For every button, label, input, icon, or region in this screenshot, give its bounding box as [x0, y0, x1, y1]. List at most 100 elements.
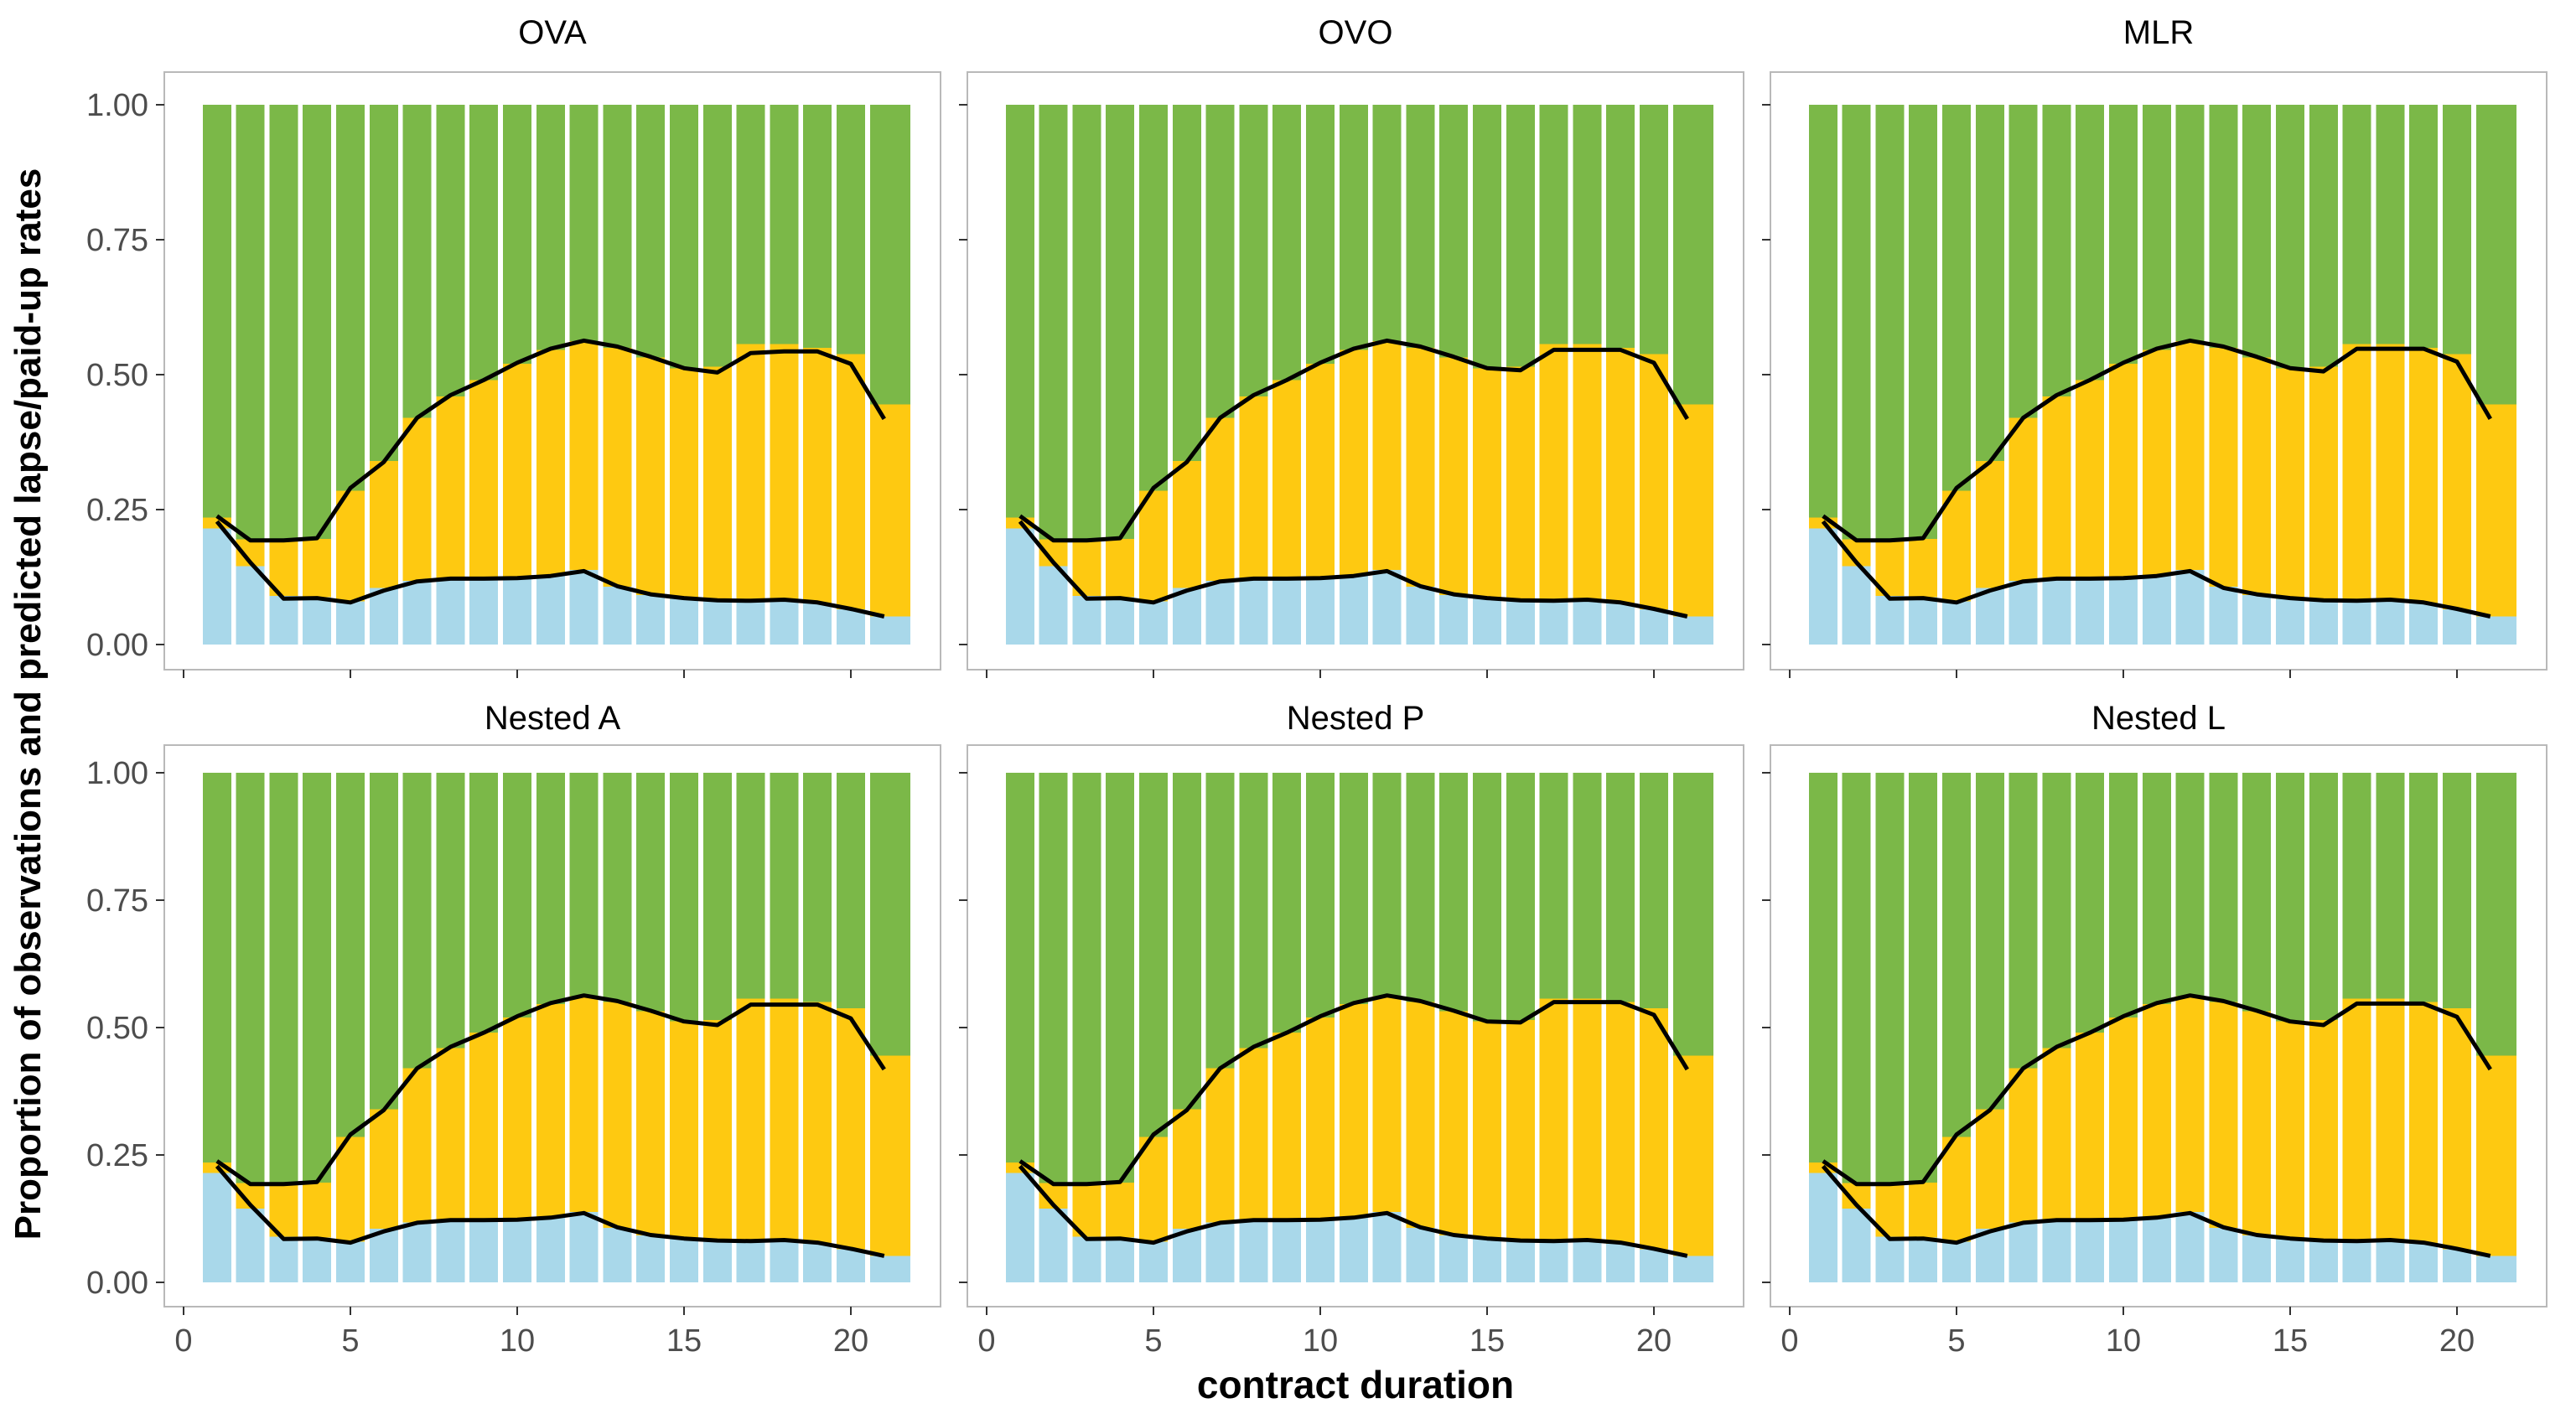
y-tick-label: 0.00 [86, 628, 148, 663]
bar-segment-remaining [1506, 773, 1535, 1020]
bar-segment-paid-up [2409, 603, 2439, 645]
bar-segment-lapse [2475, 1055, 2516, 1256]
bar-segment-paid-up [1072, 1236, 1101, 1282]
panel-title-ovo: OVO [1318, 14, 1393, 51]
bar-segment-paid-up [869, 616, 910, 645]
bar-segment-remaining [770, 105, 799, 344]
bar-segment-lapse [1539, 998, 1568, 1241]
bar-segment-remaining [1573, 773, 1602, 999]
x-tick-label: 15 [2273, 1323, 2308, 1359]
x-tick-label: 20 [833, 1323, 868, 1359]
bar-segment-paid-up [1473, 598, 1501, 645]
bar-segment-remaining [2142, 105, 2171, 350]
bar-segment-lapse [803, 347, 832, 604]
bar-segment-remaining [2409, 105, 2439, 348]
bar-segment-paid-up [1039, 566, 1068, 645]
bar-segment-paid-up [1842, 1208, 1871, 1282]
bar-segment-lapse [1205, 1068, 1235, 1223]
y-tick-label: 1.00 [86, 88, 148, 123]
y-tick-label: 0.00 [86, 1266, 148, 1301]
bar-segment-paid-up [1072, 596, 1101, 645]
bar-segment-paid-up [770, 600, 799, 645]
bar-segment-remaining [303, 773, 332, 1183]
bar-segment-lapse [2376, 344, 2405, 601]
bar-segment-remaining [636, 773, 666, 1012]
bar-segment-remaining [2109, 105, 2138, 365]
bar-segment-paid-up [2342, 600, 2371, 645]
bar-segment-lapse [536, 350, 565, 576]
panel-plot-mlr [1762, 71, 2547, 678]
bar-segment-remaining [1306, 105, 1335, 365]
bar-segment-remaining [1539, 773, 1568, 999]
bar-segment-paid-up [1139, 601, 1168, 645]
bar-segment-paid-up [1172, 1229, 1201, 1282]
bar-segment-paid-up [2042, 578, 2071, 645]
bar-segment-paid-up [1672, 1256, 1713, 1282]
bar-segment-paid-up [1909, 1237, 1938, 1282]
bar-segment-lapse [503, 1017, 531, 1219]
bar-segment-paid-up [1039, 1208, 1068, 1282]
bar-segment-remaining [2376, 105, 2405, 344]
bar-segment-lapse [2409, 347, 2439, 604]
bar-segment-paid-up [603, 587, 632, 645]
bar-segment-remaining [1909, 773, 1938, 1183]
bar-segment-lapse [469, 380, 499, 579]
x-tick-label: 5 [1144, 1323, 1162, 1359]
bar-segment-paid-up [1942, 601, 1971, 645]
predicted-lapse-line [215, 993, 886, 1187]
bar-segment-lapse [1106, 1182, 1135, 1238]
y-tick-label: 1.00 [86, 756, 148, 791]
bar-segment-paid-up [202, 1173, 231, 1282]
bar-segment-paid-up [1640, 1249, 1668, 1282]
bar-segment-lapse [1606, 347, 1635, 604]
bar-segment-paid-up [1808, 1173, 1837, 1282]
bar-segment-remaining [736, 105, 765, 344]
bar-segment-lapse [569, 996, 599, 1213]
bar-segment-paid-up [1272, 578, 1302, 645]
bar-segment-remaining [1942, 773, 1971, 1137]
bar-segment-paid-up [2076, 1219, 2105, 1282]
x-tick-label: 20 [1636, 1323, 1672, 1359]
x-tick-label: 10 [2106, 1323, 2141, 1359]
bar-segment-lapse [1672, 404, 1713, 617]
bar-segment-remaining [1640, 773, 1668, 1008]
y-tick-label: 0.25 [86, 493, 148, 528]
x-tick-label: 10 [500, 1323, 535, 1359]
panel-title-nested-l: Nested L [2091, 700, 2226, 737]
bar-segment-remaining [1842, 773, 1871, 1183]
bar-segment-lapse [1239, 396, 1268, 579]
panel-plot-ova: 1.00 0.75 0.50 0.25 0.00 [86, 71, 941, 678]
bar-segment-lapse [603, 347, 632, 588]
bar-segment-lapse [869, 1055, 910, 1256]
bar-segment-remaining [2309, 105, 2338, 367]
bar-segment-remaining [236, 773, 265, 1183]
bar-segment-lapse [1439, 357, 1469, 595]
bar-segment-remaining [402, 105, 432, 418]
bar-segment-remaining [1239, 773, 1268, 1049]
bar-segment-paid-up [2276, 598, 2304, 645]
bar-segment-paid-up [1439, 594, 1469, 645]
bar-segment-paid-up [1842, 566, 1871, 645]
bar-segment-paid-up [436, 1219, 465, 1282]
bar-segment-remaining [369, 773, 398, 1110]
bar-segment-lapse [436, 396, 465, 579]
bar-segment-remaining [2443, 773, 2471, 1008]
bar-segment-paid-up [1975, 1229, 2004, 1282]
bar-segment-lapse [1942, 490, 1971, 602]
x-tick-label: 15 [1469, 1323, 1505, 1359]
bar-segment-remaining [2409, 773, 2439, 1002]
bar-segment-paid-up [569, 570, 599, 645]
bar-segment-lapse [702, 366, 732, 601]
bar-segment-lapse [2242, 1011, 2272, 1236]
bar-segment-remaining [837, 105, 865, 355]
bar-segment-paid-up [1005, 1173, 1034, 1282]
bar-segment-paid-up [1172, 588, 1201, 645]
bar-segment-paid-up [2242, 1235, 2272, 1282]
bar-segment-paid-up [2276, 1239, 2304, 1282]
bar-segment-paid-up [2175, 1212, 2205, 1282]
bar-segment-remaining [702, 105, 732, 367]
bar-segment-paid-up [2475, 1256, 2516, 1282]
bar-segment-lapse [1439, 1011, 1469, 1236]
bar-segment-lapse [2376, 998, 2405, 1241]
panel-plot-nested-l: 0 5 10 15 20 [1762, 744, 2547, 1359]
